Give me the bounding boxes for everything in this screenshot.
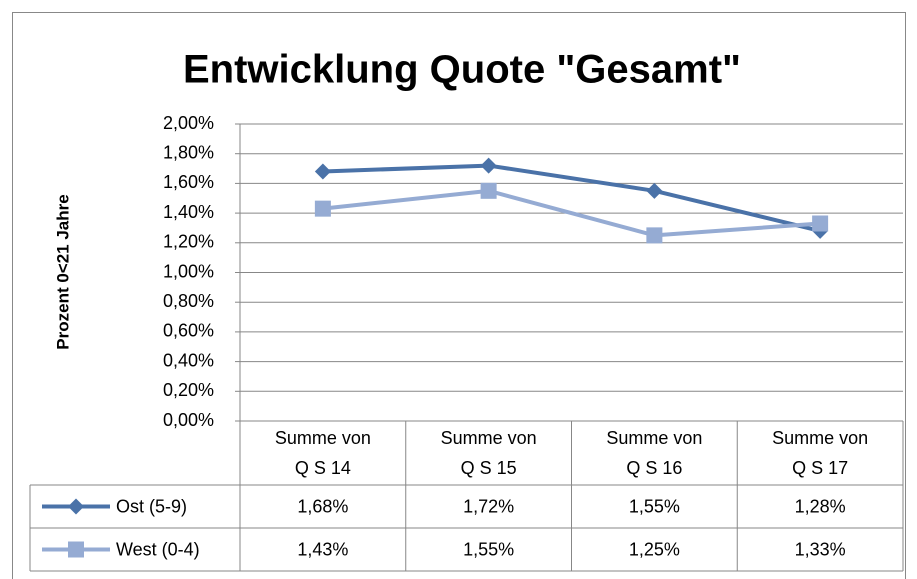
category-text: Summe von Q S 15 bbox=[440, 428, 537, 478]
x-tick-label: Summe von Q S 15 bbox=[406, 421, 572, 485]
y-tick-label: 0,20% bbox=[163, 380, 214, 400]
marker bbox=[480, 182, 497, 199]
data-label: 1,28% bbox=[795, 496, 846, 516]
marker bbox=[314, 163, 331, 180]
legend-label: Ost (5-9) bbox=[116, 496, 187, 516]
data-label: 1,43% bbox=[297, 539, 348, 559]
y-tick-label: 0,00% bbox=[163, 410, 214, 430]
y-tick-label: 2,00% bbox=[163, 113, 214, 133]
x-tick-label: Summe von Q S 17 bbox=[737, 421, 903, 485]
data-label: 1,55% bbox=[629, 496, 680, 516]
y-tick-label: 1,80% bbox=[163, 142, 214, 162]
marker bbox=[314, 200, 331, 217]
category-text: Summe von Q S 16 bbox=[606, 428, 703, 478]
series-line bbox=[322, 163, 821, 233]
series-line bbox=[322, 188, 821, 238]
legend-label: West (0-4) bbox=[116, 539, 200, 559]
data-label: 1,55% bbox=[463, 539, 514, 559]
chart-border bbox=[12, 12, 906, 579]
y-tick-label: 1,60% bbox=[163, 172, 214, 192]
category-text: Summe von Q S 14 bbox=[274, 428, 371, 478]
marker bbox=[646, 182, 663, 199]
marker bbox=[812, 215, 829, 232]
data-label: 1,33% bbox=[795, 539, 846, 559]
data-label: 1,25% bbox=[629, 539, 680, 559]
x-tick-label: Summe von Q S 14 bbox=[240, 421, 406, 485]
y-tick-label: 1,00% bbox=[163, 261, 214, 281]
marker bbox=[68, 498, 84, 515]
data-label: 1,68% bbox=[297, 496, 348, 516]
x-tick-label: Summe von Q S 16 bbox=[572, 421, 738, 485]
y-axis-label: Prozent 0<21 Jahre bbox=[53, 194, 72, 349]
y-tick-label: 0,40% bbox=[163, 350, 214, 370]
category-text: Summe von Q S 17 bbox=[772, 428, 869, 478]
marker bbox=[646, 227, 663, 244]
y-tick-label: 0,80% bbox=[163, 291, 214, 311]
data-label: 1,72% bbox=[463, 496, 514, 516]
y-tick-label: 1,20% bbox=[163, 232, 214, 252]
marker bbox=[68, 541, 84, 558]
marker bbox=[480, 157, 497, 174]
y-tick-label: 1,40% bbox=[163, 202, 214, 222]
y-tick-label: 0,60% bbox=[163, 321, 214, 341]
chart-title: Entwicklung Quote "Gesamt" bbox=[183, 48, 741, 92]
